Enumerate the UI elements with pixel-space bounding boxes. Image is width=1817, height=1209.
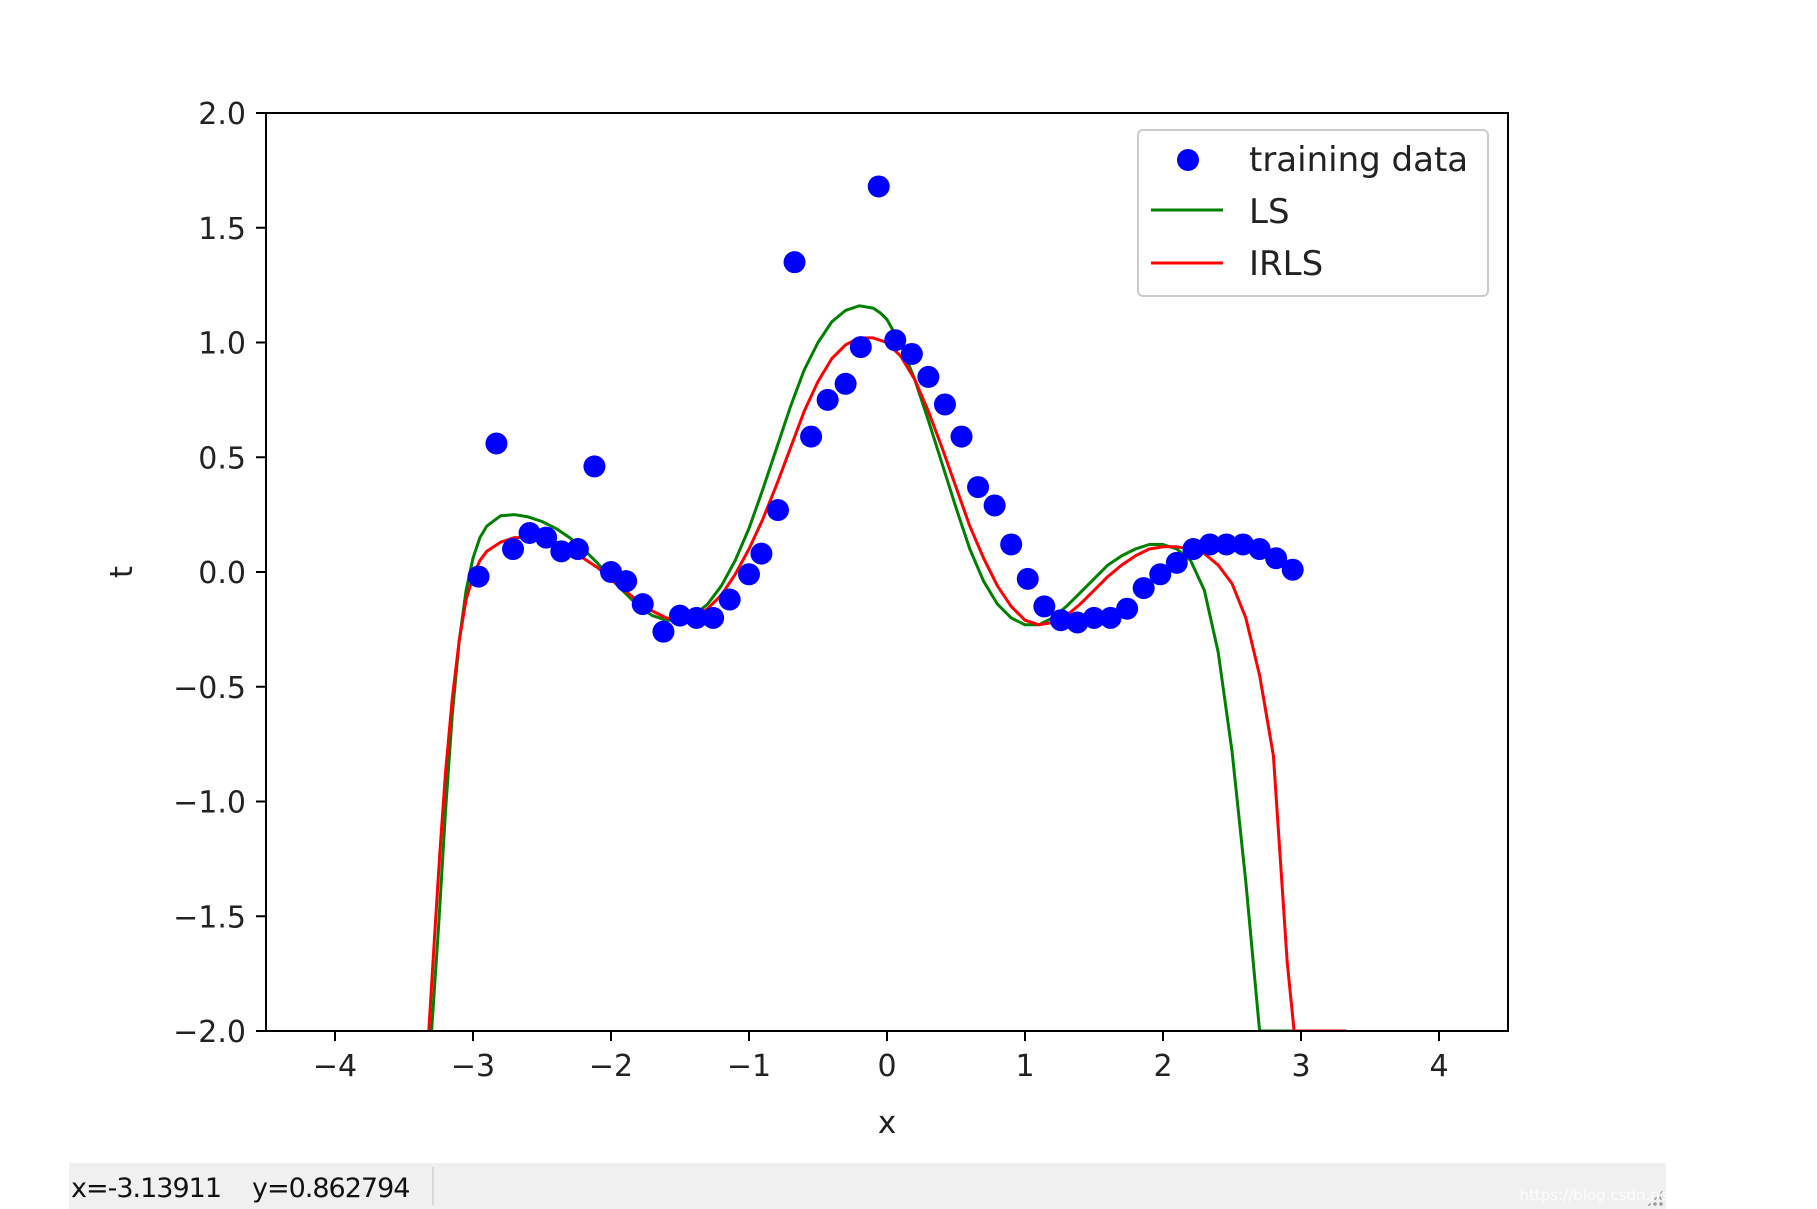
- y-tick-label: 1.0: [198, 327, 246, 362]
- cursor-x-readout: x=-3.13911: [71, 1173, 222, 1204]
- data-point: [1049, 609, 1072, 632]
- data-point: [485, 432, 508, 455]
- data-point: [1000, 533, 1023, 556]
- status-bar: x=-3.13911 y=0.862794: [69, 1163, 1666, 1209]
- data-point: [867, 175, 890, 198]
- data-point: [1232, 533, 1255, 556]
- data-point: [1281, 558, 1304, 581]
- data-point: [917, 365, 940, 388]
- data-point: [1248, 538, 1271, 561]
- data-point: [1149, 563, 1172, 586]
- y-tick-label: −1.5: [173, 900, 246, 935]
- x-axis: −4 −3 −2 −1 0 1 2 3 4: [313, 1031, 1449, 1084]
- data-point: [652, 620, 675, 643]
- status-divider: [432, 1167, 434, 1205]
- data-point: [1215, 533, 1238, 556]
- data-point: [502, 538, 525, 561]
- data-point: [834, 372, 857, 395]
- x-tick-label: −2: [589, 1049, 633, 1084]
- data-point: [1066, 611, 1089, 634]
- data-point: [631, 593, 654, 616]
- x-tick-label: −1: [727, 1049, 771, 1084]
- data-point: [685, 606, 708, 629]
- data-point: [750, 542, 773, 565]
- data-point: [1182, 538, 1205, 561]
- data-point: [983, 494, 1006, 517]
- data-point: [766, 499, 789, 522]
- data-point: [669, 604, 691, 627]
- x-tick-label: −4: [313, 1049, 357, 1084]
- legend-label-irls: IRLS: [1249, 244, 1323, 284]
- data-point: [900, 342, 923, 365]
- data-point: [1198, 533, 1221, 556]
- series-layer: [427, 175, 1347, 1031]
- y-tick-label: 0.5: [198, 441, 246, 476]
- x-tick-label: 2: [1153, 1049, 1172, 1084]
- legend-box: [1137, 129, 1489, 297]
- data-point: [1265, 547, 1288, 570]
- data-point: [783, 251, 806, 274]
- data-point: [1033, 595, 1056, 618]
- x-axis-label: x: [878, 1105, 896, 1141]
- data-point: [1116, 597, 1139, 620]
- data-point: [583, 455, 606, 478]
- cursor-y-readout: y=0.862794: [252, 1173, 410, 1204]
- resize-grip[interactable]: [1646, 1189, 1664, 1207]
- data-point: [550, 540, 573, 563]
- series-line-ls: [430, 304, 1333, 1031]
- y-axis-label: t: [104, 566, 140, 578]
- data-point: [933, 393, 956, 416]
- legend-marker-training-data: [1177, 149, 1199, 171]
- data-point: [467, 565, 490, 588]
- data-point: [1083, 606, 1105, 629]
- data-point: [800, 425, 823, 448]
- data-point: [535, 526, 558, 549]
- legend-label-training-data: training data: [1249, 140, 1468, 180]
- y-axis: −2.0 −1.5 −1.0 −0.5 0.0 0.5 1.0 1.5 2.0: [173, 97, 266, 1050]
- y-tick-label: −2.0: [173, 1015, 246, 1050]
- x-tick-label: 1: [1015, 1049, 1034, 1084]
- y-tick-label: 1.5: [198, 212, 246, 247]
- data-point: [967, 476, 990, 499]
- data-point: [566, 538, 589, 561]
- data-point: [849, 336, 872, 359]
- x-tick-label: 4: [1429, 1049, 1448, 1084]
- data-point: [1132, 577, 1155, 600]
- data-point: [738, 563, 760, 586]
- x-tick-label: 3: [1291, 1049, 1310, 1084]
- data-point: [615, 570, 638, 593]
- data-point: [816, 388, 839, 411]
- data-point: [702, 606, 725, 629]
- data-point: [518, 521, 541, 544]
- y-tick-label: 0.0: [198, 556, 246, 591]
- y-tick-label: −0.5: [173, 671, 246, 706]
- data-point: [1099, 606, 1122, 629]
- data-point: [1016, 567, 1039, 590]
- data-point: [718, 588, 741, 611]
- y-tick-label: 2.0: [198, 97, 246, 132]
- data-point: [1165, 551, 1188, 574]
- legend: training data LS IRLS: [1137, 129, 1489, 297]
- data-point: [950, 425, 973, 448]
- data-point: [884, 329, 907, 352]
- y-tick-label: −1.0: [173, 786, 246, 821]
- x-tick-label: 0: [877, 1049, 896, 1084]
- legend-label-ls: LS: [1249, 192, 1290, 232]
- x-tick-label: −3: [451, 1049, 495, 1084]
